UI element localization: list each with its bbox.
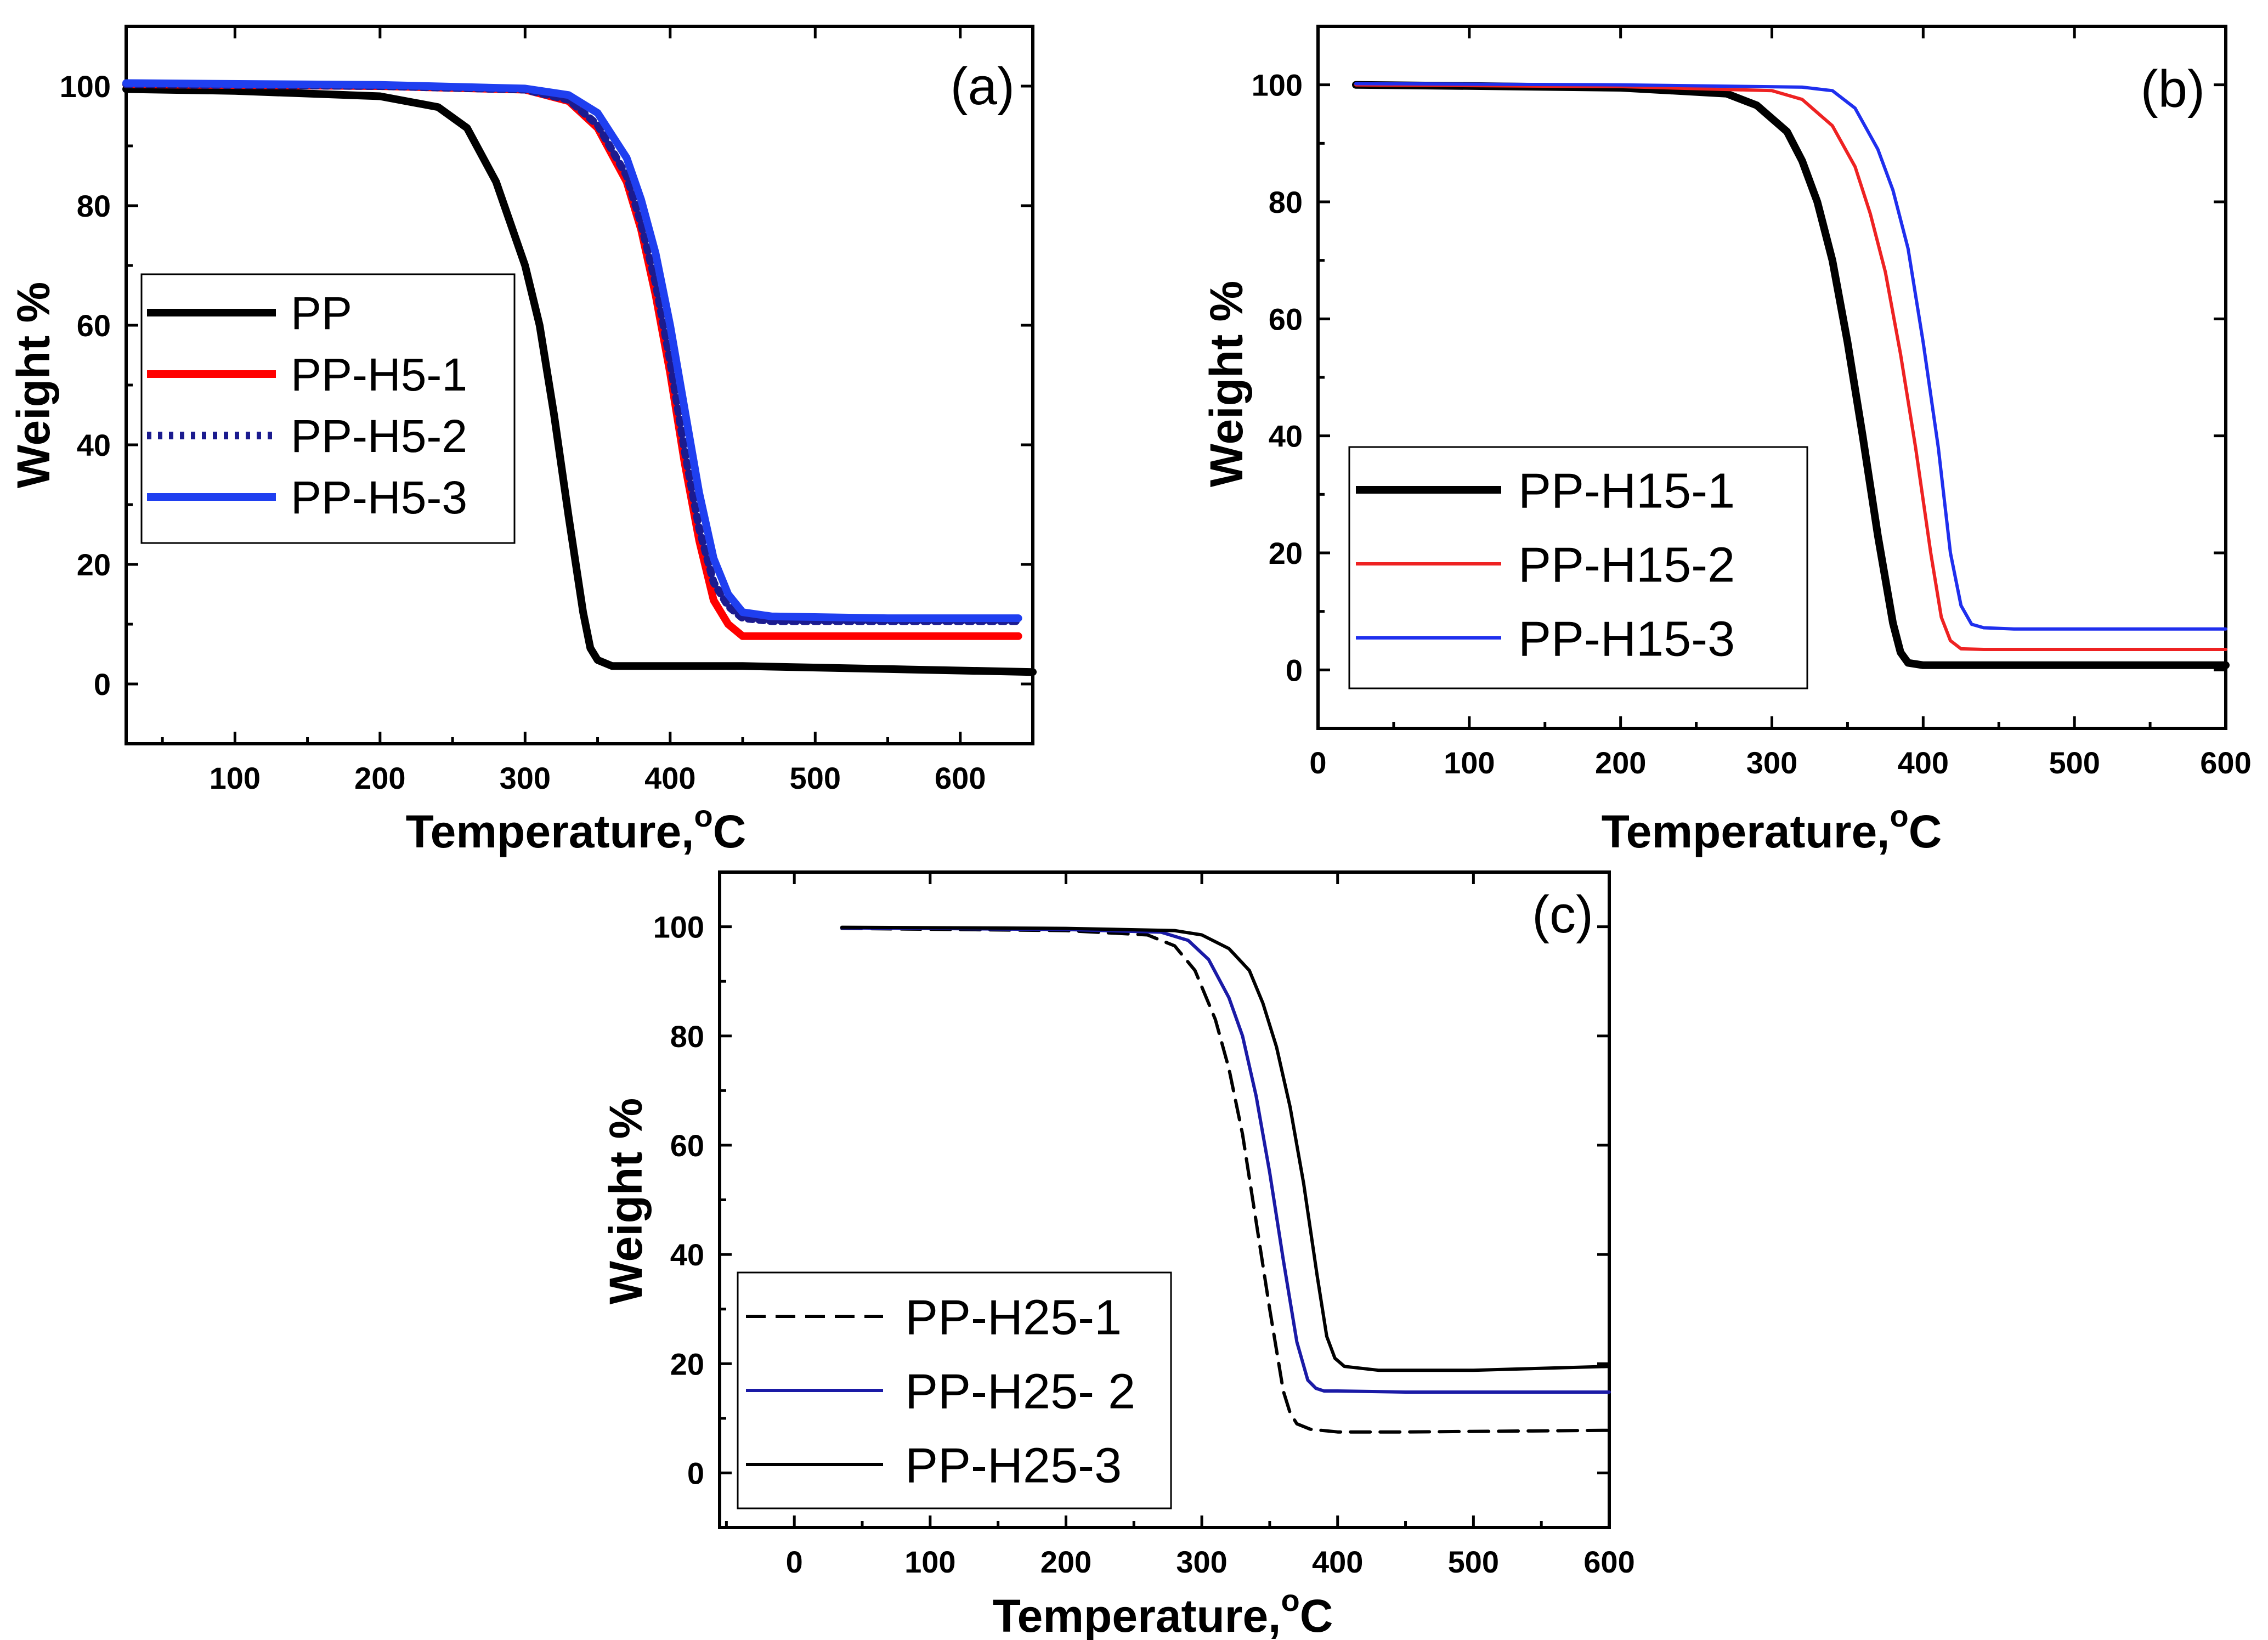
panel-b-legend-label-1: PP-H15-1 <box>1518 463 1735 518</box>
panel-c-ytick-label: 60 <box>670 1128 704 1163</box>
panel-a-ytick-label: 100 <box>60 69 111 104</box>
panel-c-xtick-label: 500 <box>1448 1545 1499 1579</box>
panel-c-ticks: 0 100 200 300 400 500 600 0 20 40 60 80 100 <box>653 870 1635 1579</box>
panel-c-ytick-label: 80 <box>670 1019 704 1054</box>
panel-a-xtick-label: 200 <box>354 761 405 795</box>
panel-b-ytick-label: 100 <box>1252 68 1303 103</box>
panel-c-legend-label-1: PP-H25-1 <box>905 1290 1122 1345</box>
panel-a-chart: 100 200 300 400 500 600 0 20 40 60 80 100 (a) PP PP-… <box>8 25 1037 857</box>
panel-c-xtick-label: 400 <box>1312 1545 1363 1579</box>
panel-a-ytick-label: 0 <box>94 667 111 702</box>
panel-c-chart: 0 100 200 300 400 500 600 0 20 40 60 80 100 (c) PP-H… <box>600 870 1635 1640</box>
panel-b-xtick-label: 600 <box>2200 745 2251 780</box>
panel-a-xlabel: Temperature,oC <box>406 799 746 857</box>
panel-b-chart: 0 100 200 300 400 500 600 0 20 40 60 80 100 (b) PP-H… <box>1201 25 2252 857</box>
panel-b-xtick-label: 400 <box>1898 745 1949 780</box>
panel-c-xtick-label: 200 <box>1040 1545 1091 1579</box>
panel-c-ytick-label: 100 <box>653 910 704 945</box>
panel-b-series-1 <box>1352 81 2230 669</box>
panel-b-xtick-label: 500 <box>2049 745 2100 780</box>
panel-c-label: (c) <box>1532 885 1593 944</box>
panel-b-ticks: 0 100 200 300 400 500 600 0 20 40 60 80 100 <box>1252 25 2252 780</box>
panel-b-series-2 <box>1354 83 2227 651</box>
panel-c-series-3 <box>840 925 1611 1372</box>
panel-a-ytick-label: 20 <box>77 547 111 582</box>
panel-b-ytick-label: 40 <box>1269 419 1303 454</box>
panel-a-series-layer <box>122 79 1037 676</box>
panel-b-ytick-label: 80 <box>1269 185 1303 219</box>
panel-b-ytick-label: 0 <box>1286 653 1303 687</box>
panel-c-series-layer <box>840 925 1611 1434</box>
panel-c-xlabel-text: Temperature, <box>993 1590 1281 1640</box>
panel-c-ylabel-text: Weight % <box>600 1098 652 1304</box>
panel-a-xlabel-text: Temperature, <box>406 806 694 857</box>
panel-b-legend-items: PP-H15-1 PP-H15-2 PP-H15-3 <box>1356 463 1735 666</box>
panel-b-series-3 <box>1354 82 2227 631</box>
panel-b-legend: PP-H15-1 PP-H15-2 PP-H15-3 <box>1348 446 1808 689</box>
panel-c-legend-items: PP-H25-1 PP-H25- 2 PP-H25-3 <box>746 1290 1135 1493</box>
panel-c-series-2 <box>840 926 1611 1394</box>
panel-a-legend-label-3: PP-H5-2 <box>291 410 467 462</box>
panel-a-xtick-label: 500 <box>790 761 841 795</box>
panel-c-ytick-label: 0 <box>687 1456 704 1490</box>
panel-a-series-1 <box>122 85 1037 676</box>
panel-b-label: (b) <box>2141 60 2205 118</box>
panel-a-ytick-label: 80 <box>77 189 111 223</box>
panel-a-xlabel-sup: o <box>694 799 713 833</box>
panel-a-ylabel-text: Weight % <box>8 282 59 488</box>
panel-b-legend-label-2: PP-H15-2 <box>1518 538 1735 592</box>
panel-c-ylabel: Weight % <box>600 1098 652 1304</box>
panel-c-legend-label-2: PP-H25- 2 <box>905 1364 1135 1419</box>
panel-c-legend-label-3: PP-H25-3 <box>905 1438 1122 1493</box>
panel-a-series-4 <box>122 79 1022 623</box>
panel-c-xlabel-unit: C <box>1300 1590 1333 1640</box>
panel-b-ylabel-text: Weight % <box>1201 281 1252 487</box>
panel-a-xtick-label: 100 <box>210 761 261 795</box>
panel-a-ytick-label: 60 <box>77 308 111 343</box>
panel-b-xlabel: Temperature,oC <box>1602 799 1942 857</box>
panel-a-legend-label-1: PP <box>291 287 352 339</box>
panel-c-xtick-label: 0 <box>786 1545 803 1579</box>
panel-b-ytick-label: 20 <box>1269 536 1303 570</box>
panel-b-ylabel: Weight % <box>1201 281 1252 487</box>
panel-a-legend: PP PP-H5-1 PP-H5-2 PP-H5-3 <box>140 273 516 544</box>
panel-c-xlabel-sup: o <box>1281 1583 1300 1618</box>
panel-a-xlabel-unit: C <box>713 806 746 857</box>
panel-b-series-layer <box>1352 81 2230 669</box>
panel-a-ylabel: Weight % <box>8 282 59 488</box>
panel-b-xtick-label: 0 <box>1309 745 1326 780</box>
panel-b-ytick-label: 60 <box>1269 302 1303 336</box>
panel-b-xtick-label: 300 <box>1746 745 1797 780</box>
panel-b-xtick-label: 200 <box>1595 745 1646 780</box>
panel-b-legend-label-3: PP-H15-3 <box>1518 612 1735 666</box>
panel-c-ytick-label: 40 <box>670 1237 704 1272</box>
panel-a-xtick-label: 300 <box>500 761 551 795</box>
panel-a-ticks: 100 200 300 400 500 600 0 20 40 60 80 100 <box>60 25 1034 795</box>
panel-b-xlabel-sup: o <box>1890 799 1909 833</box>
panel-a-legend-label-4: PP-H5-3 <box>291 472 467 523</box>
panel-c-xtick-label: 300 <box>1176 1545 1227 1579</box>
panel-c-xtick-label: 600 <box>1583 1545 1634 1579</box>
panel-c-ytick-label: 20 <box>670 1347 704 1381</box>
panel-a-xtick-label: 600 <box>935 761 986 795</box>
panel-a-legend-items: PP PP-H5-1 PP-H5-2 PP-H5-3 <box>147 287 467 523</box>
panel-c-xtick-label: 100 <box>904 1545 955 1579</box>
panel-b-xlabel-unit: C <box>1909 806 1942 857</box>
panel-c-xlabel: Temperature,oC <box>993 1583 1333 1640</box>
panel-a-label: (a) <box>951 57 1015 116</box>
panel-a-ytick-label: 40 <box>77 428 111 462</box>
panel-c-series-1 <box>840 926 1611 1434</box>
panel-b-xlabel-text: Temperature, <box>1602 806 1890 857</box>
panel-b-xtick-label: 100 <box>1444 745 1495 780</box>
panel-a-xtick-label: 400 <box>644 761 695 795</box>
panel-a-legend-label-2: PP-H5-1 <box>291 349 467 400</box>
panel-a-legend-box <box>140 273 516 544</box>
panel-c-legend: PP-H25-1 PP-H25- 2 PP-H25-3 <box>737 1271 1172 1509</box>
